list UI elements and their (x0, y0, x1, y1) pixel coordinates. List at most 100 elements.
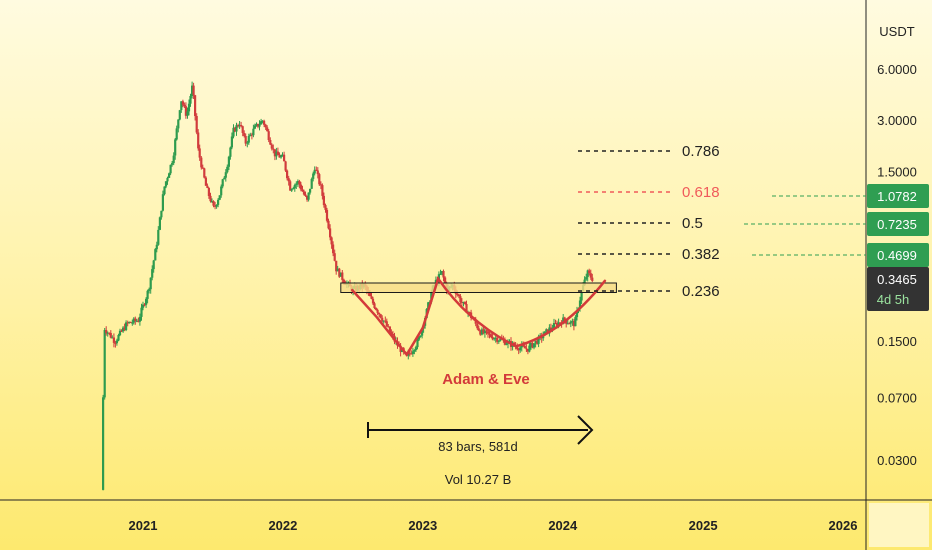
candle (105, 326, 108, 336)
candle (229, 146, 232, 160)
candle (459, 294, 462, 304)
candle (200, 156, 203, 170)
x-tick-label: 2023 (408, 518, 437, 533)
candle (143, 303, 146, 307)
candle (284, 160, 287, 172)
candle (381, 315, 384, 323)
candle (155, 241, 158, 253)
candle (106, 331, 109, 337)
candle (249, 132, 252, 137)
candle (220, 184, 223, 198)
candle (324, 203, 327, 213)
candle (532, 343, 536, 350)
candle (588, 268, 591, 276)
candle (293, 183, 296, 192)
candle (591, 273, 594, 283)
candle (480, 327, 483, 336)
candle (172, 152, 175, 166)
candle (301, 185, 304, 192)
fib-label: 0.5 (682, 215, 703, 232)
candle (290, 188, 293, 192)
candle (184, 102, 187, 119)
x-tick-label: 2024 (548, 518, 578, 533)
candle (329, 224, 332, 241)
candle (191, 81, 194, 99)
candle (223, 176, 226, 180)
candle (336, 265, 339, 272)
y-tick-label: 0.0700 (877, 391, 917, 406)
candle (497, 340, 500, 344)
candle (439, 269, 442, 275)
candle (187, 99, 191, 116)
candle (493, 337, 496, 341)
candle (307, 192, 310, 202)
candle (154, 248, 157, 261)
candle (269, 137, 272, 145)
fib-level: 0.382 (578, 246, 720, 263)
candle (122, 326, 125, 333)
candle (375, 307, 378, 311)
candle (298, 179, 301, 189)
candle (327, 218, 330, 230)
candle (171, 161, 174, 167)
candle (569, 320, 572, 328)
candle (333, 249, 336, 262)
candle (114, 340, 117, 348)
candle (227, 155, 230, 171)
candle (444, 276, 447, 284)
candle (309, 188, 312, 195)
fib-level: 0.786 (578, 143, 720, 160)
candle (108, 332, 111, 336)
candle (292, 186, 295, 190)
candle (267, 129, 270, 143)
candle (378, 312, 381, 318)
candle (175, 125, 178, 141)
x-axis-ticks: 2021 2022 2023 2024 2025 2026 (129, 518, 858, 533)
fib-label: 0.786 (682, 143, 720, 160)
candle (123, 323, 126, 332)
candle (195, 113, 198, 135)
candle (137, 317, 140, 323)
candle (250, 132, 253, 140)
candle (164, 181, 168, 189)
candle (118, 328, 122, 337)
candle (141, 301, 145, 311)
candle (218, 195, 221, 201)
candle (255, 122, 258, 127)
candle (574, 315, 577, 327)
candle (151, 265, 154, 281)
candle (238, 121, 241, 129)
candle (414, 345, 417, 352)
volume-label: Vol 10.27 B (445, 472, 512, 487)
candle (210, 198, 214, 203)
candle (261, 120, 264, 124)
candle (315, 166, 318, 171)
candle (517, 347, 520, 355)
price-badges: 1.0782 0.7235 0.4699 0.3465 4d 5h (744, 184, 929, 311)
candle (161, 190, 164, 212)
candle (485, 329, 488, 335)
candle (272, 144, 275, 154)
fib-level: 0.236 (578, 283, 720, 300)
price-badge: 0.3465 4d 5h (867, 267, 929, 311)
candle (109, 330, 112, 339)
candle (477, 325, 480, 332)
candle (304, 191, 307, 197)
candle (531, 342, 534, 349)
price-badge: 0.4699 (752, 243, 929, 267)
candle (145, 297, 148, 308)
x-tick-label: 2025 (689, 518, 718, 533)
candle (281, 152, 284, 157)
price-badge-countdown: 4d 5h (877, 292, 910, 307)
candle (134, 316, 137, 325)
candle (419, 335, 422, 338)
candle (322, 192, 325, 208)
candle (325, 207, 329, 223)
candle (534, 340, 537, 348)
candle (233, 126, 237, 133)
candle (256, 123, 260, 129)
candle (264, 123, 267, 130)
fib-level: 0.5 (578, 215, 703, 232)
